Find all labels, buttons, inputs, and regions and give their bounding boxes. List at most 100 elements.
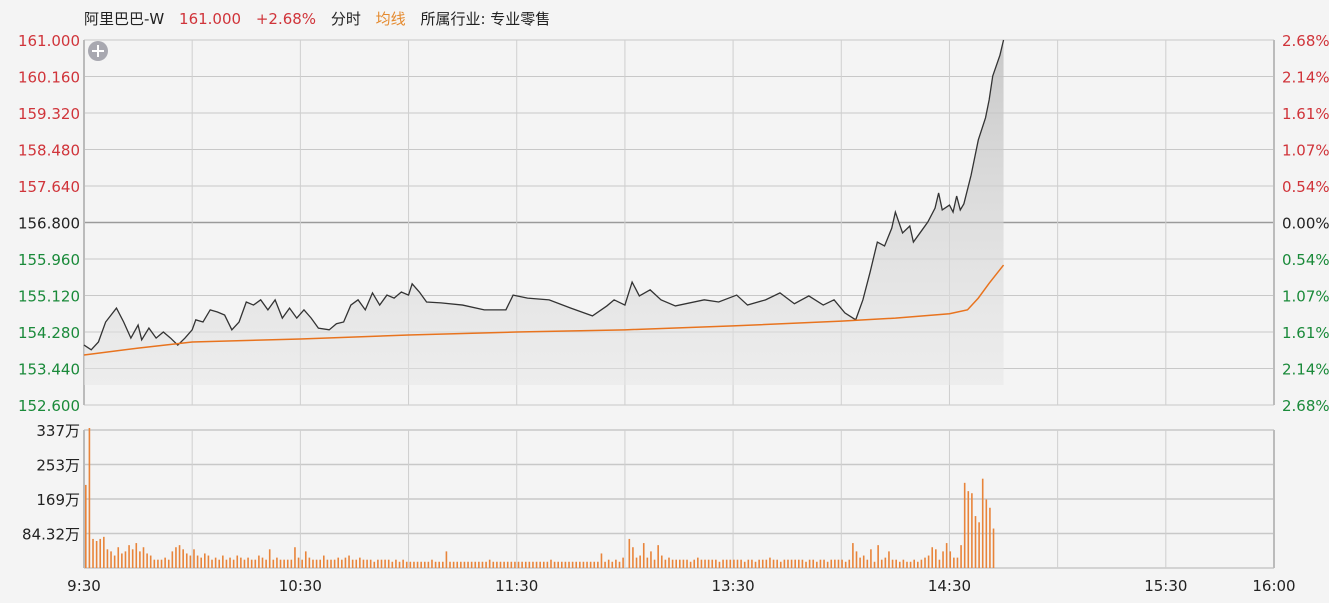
volume-bar <box>945 543 948 568</box>
volume-bar <box>906 561 908 568</box>
volume-bar <box>992 528 995 568</box>
time-tick-label: 10:30 <box>279 577 322 595</box>
volume-bar <box>492 561 495 568</box>
percent-tick-label: 0.00% <box>1282 215 1329 233</box>
volume-bar <box>671 559 674 568</box>
volume-bar <box>909 561 912 568</box>
volume-bar <box>575 561 578 568</box>
volume-bar <box>474 561 477 568</box>
volume-bar <box>898 561 901 568</box>
volume-bar <box>953 557 955 568</box>
volume-bar <box>700 559 703 568</box>
plus-circle-icon[interactable] <box>88 41 108 61</box>
volume-bar <box>949 551 952 568</box>
volume-bar <box>927 555 930 568</box>
volume-bar <box>517 561 520 568</box>
volume-bar <box>214 557 217 568</box>
timeshare-tab[interactable]: 分时 <box>330 10 361 28</box>
volume-bar <box>330 559 332 568</box>
volume-bar <box>326 559 329 568</box>
volume-bar <box>747 559 750 568</box>
volume-bar <box>456 561 459 568</box>
avg-line-toggle[interactable]: 均线 <box>375 10 406 28</box>
time-tick-label: 9:30 <box>67 577 101 595</box>
volume-bar <box>467 561 469 568</box>
stock-name: 阿里巴巴-W <box>84 10 165 28</box>
volume-bar <box>88 428 91 568</box>
volume-bar <box>826 561 829 568</box>
volume-bar <box>568 561 570 568</box>
volume-bar <box>967 491 970 568</box>
volume-bar <box>733 559 735 568</box>
time-tick-label: 16:00 <box>1252 577 1295 595</box>
volume-bar <box>870 549 872 568</box>
volume-bar <box>686 559 688 568</box>
volume-bar <box>830 559 833 568</box>
volume-bar <box>283 559 285 568</box>
volume-bar <box>532 561 534 568</box>
volume-bar <box>398 561 401 568</box>
volume-bar <box>85 484 87 568</box>
volume-bar <box>337 557 340 568</box>
volume-bar <box>776 559 778 568</box>
volume-bar <box>106 549 109 568</box>
percent-tick-label: 1.07% <box>1282 142 1329 160</box>
volume-bar <box>355 559 358 568</box>
volume-bar <box>938 559 941 568</box>
volume-bar <box>761 559 764 568</box>
price-line <box>83 39 1005 351</box>
volume-bar <box>514 561 516 568</box>
volume-bar <box>736 559 739 568</box>
volume-bar <box>131 549 134 568</box>
volume-bar <box>664 559 667 568</box>
volume-bar <box>971 493 973 568</box>
volume-bar <box>772 559 775 568</box>
volume-bar <box>243 559 246 568</box>
volume-bar <box>128 545 130 568</box>
volume-bar <box>779 561 782 568</box>
volume-bar <box>460 561 462 568</box>
volume-bar <box>729 559 732 568</box>
time-tick-label: 11:30 <box>495 577 538 595</box>
volume-bar <box>524 561 527 568</box>
volume-bar <box>499 561 502 568</box>
price-tick-label: 153.440 <box>18 361 80 379</box>
volume-bar <box>319 559 321 568</box>
volume-bar <box>315 559 318 568</box>
volume-bar <box>819 559 822 568</box>
volume-bar <box>682 559 685 568</box>
price-area-fill <box>84 40 1004 385</box>
volume-bar <box>564 561 567 568</box>
volume-bar <box>506 561 509 568</box>
time-tick-label: 14:30 <box>928 577 971 595</box>
volume-bar <box>639 555 641 568</box>
volume-bar <box>218 559 221 568</box>
volume-bar <box>611 561 614 568</box>
volume-bar <box>149 555 152 568</box>
price-tick-label: 155.960 <box>18 251 80 269</box>
volume-bar <box>628 538 631 568</box>
volume-bar <box>981 478 984 568</box>
volume-bar <box>409 561 412 568</box>
volume-bar <box>622 557 624 568</box>
volume-bar <box>787 559 789 568</box>
volume-bar <box>290 559 293 568</box>
volume-bar <box>178 545 181 568</box>
volume-bar <box>110 551 112 568</box>
volume-bar <box>95 540 98 568</box>
volume-bar <box>615 559 617 568</box>
volume-bar <box>884 557 887 568</box>
volume-bar <box>272 559 275 568</box>
current-price: 161.000 <box>179 10 242 28</box>
volume-bar <box>607 559 610 568</box>
volume-bar <box>880 559 883 568</box>
percent-tick-label: 1.07% <box>1282 288 1329 306</box>
volume-bar <box>391 561 394 568</box>
percent-tick-label: 2.14% <box>1282 69 1329 87</box>
volume-bar <box>229 557 231 568</box>
volume-bar <box>373 561 376 568</box>
volume-bar <box>917 561 919 568</box>
volume-bar <box>963 482 966 568</box>
volume-bar <box>660 555 663 568</box>
volume-bar <box>618 561 621 568</box>
